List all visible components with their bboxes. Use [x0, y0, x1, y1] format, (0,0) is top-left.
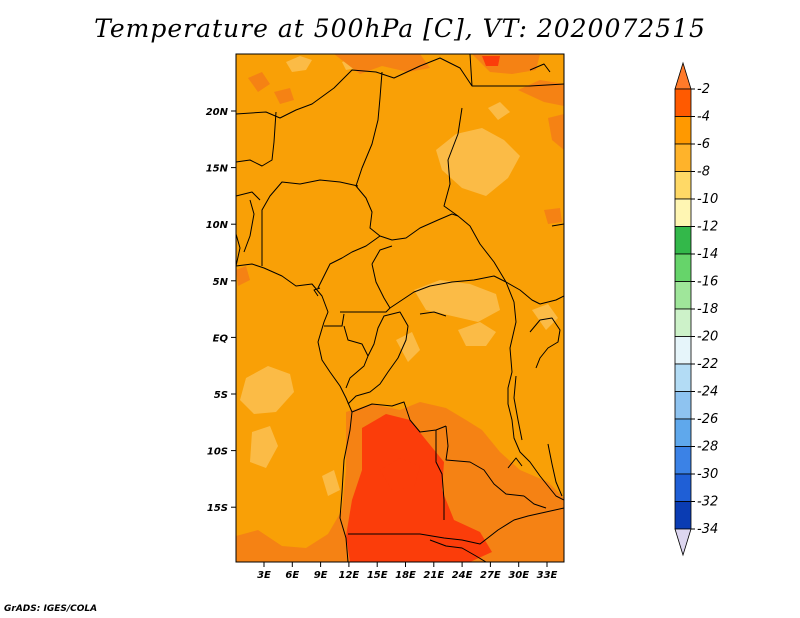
colorbar-label: -22 [697, 357, 718, 372]
lon-label: 33E [537, 570, 558, 581]
border-zambia-mozambique [523, 495, 547, 509]
colorbar-label: -2 [697, 82, 710, 97]
lat-label: 15S [207, 503, 228, 514]
colorbar-box [674, 253, 692, 282]
colorbar-box [674, 336, 692, 365]
colorbar-label: -16 [697, 275, 718, 290]
lake-tanganyika [513, 375, 523, 441]
nile-segment [529, 63, 551, 73]
border-sudan-ethiopia [551, 223, 564, 227]
field-cool-patches [240, 56, 562, 556]
colorbar-box [674, 391, 692, 420]
border-malawi [547, 443, 563, 497]
lake-mweru [507, 457, 523, 469]
colorbar-box [674, 446, 692, 475]
border-congo-drc [347, 311, 409, 405]
colorbar: -2 -4 -6 -8 -10 -12 -14 -16 -18 -20 -22 -24 -26 -28 -3… [674, 61, 718, 557]
colorbar-label: -30 [697, 467, 718, 482]
country-boundaries [236, 54, 564, 562]
colorbar-box [674, 88, 692, 117]
lon-label: 24E [452, 570, 473, 581]
lon-label: 18E [395, 570, 416, 581]
border-mali-niger [236, 111, 277, 167]
colorbar-box [674, 308, 692, 337]
border-cameroon-chad [371, 245, 393, 265]
colorbar-label: -18 [697, 302, 718, 317]
lon-label: 30E [508, 570, 529, 581]
bioko-island [313, 287, 321, 297]
colorbar-box [674, 143, 692, 172]
colorbar-label: -24 [697, 385, 718, 400]
colorbar-box [674, 226, 692, 255]
border-nigeria-cameroon [317, 235, 381, 289]
colorbar-label: -12 [697, 220, 718, 235]
colorbar-box [674, 281, 692, 310]
border-east-rift [505, 281, 564, 501]
border-ethiopia [539, 295, 564, 305]
border-caprivi [429, 539, 487, 562]
border-eq-guinea [324, 313, 345, 327]
lon-label: 6E [285, 570, 299, 581]
lon-label: 12E [339, 570, 360, 581]
border-drc-angola [351, 401, 447, 433]
colorbar-label: -4 [697, 110, 710, 125]
border-angola-zambia [435, 430, 445, 520]
colorbar-label: -14 [697, 247, 718, 262]
colorbar-label: -10 [697, 192, 718, 207]
colorbar-label: -32 [697, 495, 718, 510]
map-title: Temperature at 500hPa [C], VT: 202007251… [94, 14, 706, 43]
lat-label: EQ [213, 333, 229, 344]
border-south-sudan [505, 281, 541, 305]
colorbar-box [674, 171, 692, 200]
lat-label: 20N [206, 107, 229, 118]
lat-label: 10S [207, 447, 228, 458]
border-namibia-botswana-zambia [348, 507, 564, 545]
lon-label: 9E [314, 570, 328, 581]
border-car-drc [389, 275, 507, 309]
border-libya-sudan [472, 83, 564, 87]
colorbar-label: -26 [697, 412, 718, 427]
colorbar-label: -6 [697, 137, 710, 152]
lon-label: 27E [480, 570, 501, 581]
lat-label: 10N [206, 220, 229, 231]
lat-label: 5N [213, 277, 229, 288]
colorbar-box [674, 418, 692, 447]
border-chad-car [379, 213, 459, 241]
latitude-axis: 20N 15N 10N 5N EQ 5S 10S 15S [206, 107, 236, 514]
border-togo [243, 199, 255, 253]
colorbar-label: -8 [697, 165, 710, 180]
colorbar-top-arrow [674, 61, 692, 90]
colorbar-bottom-arrow [674, 528, 692, 557]
map-frame [235, 53, 565, 563]
colorbar-label: -28 [697, 440, 718, 455]
lon-label: 3E [257, 570, 271, 581]
border-niger-chad [355, 71, 383, 237]
colorbar-box [674, 198, 692, 227]
colorbar-box [674, 363, 692, 392]
colorbar-box [674, 473, 692, 502]
border-chad-sudan [443, 107, 507, 283]
lat-label: 15N [206, 164, 229, 175]
lat-label: 5S [214, 390, 228, 401]
grads-credit: GrADS: IGES/COLA [4, 604, 98, 614]
border-drc-zambia [445, 425, 525, 497]
field-warm-minus2 [346, 56, 500, 562]
lake-victoria [529, 317, 561, 369]
colorbar-box [674, 116, 692, 145]
border-nigeria-north [261, 179, 359, 238]
border-north [236, 54, 473, 119]
colorbar-label: -34 [697, 522, 718, 537]
longitude-axis: 3E 6E 9E 12E 15E 18E 21E 24E 27E 30E 33E [257, 562, 558, 581]
lon-label: 21E [423, 570, 444, 581]
colorbar-box [674, 501, 692, 530]
temperature-field [236, 54, 564, 562]
atlantic-coastline [236, 233, 353, 562]
lon-label: 15E [367, 570, 388, 581]
colorbar-label: -20 [697, 330, 718, 345]
border-burkina [236, 191, 261, 201]
river-ubangi [419, 311, 447, 317]
